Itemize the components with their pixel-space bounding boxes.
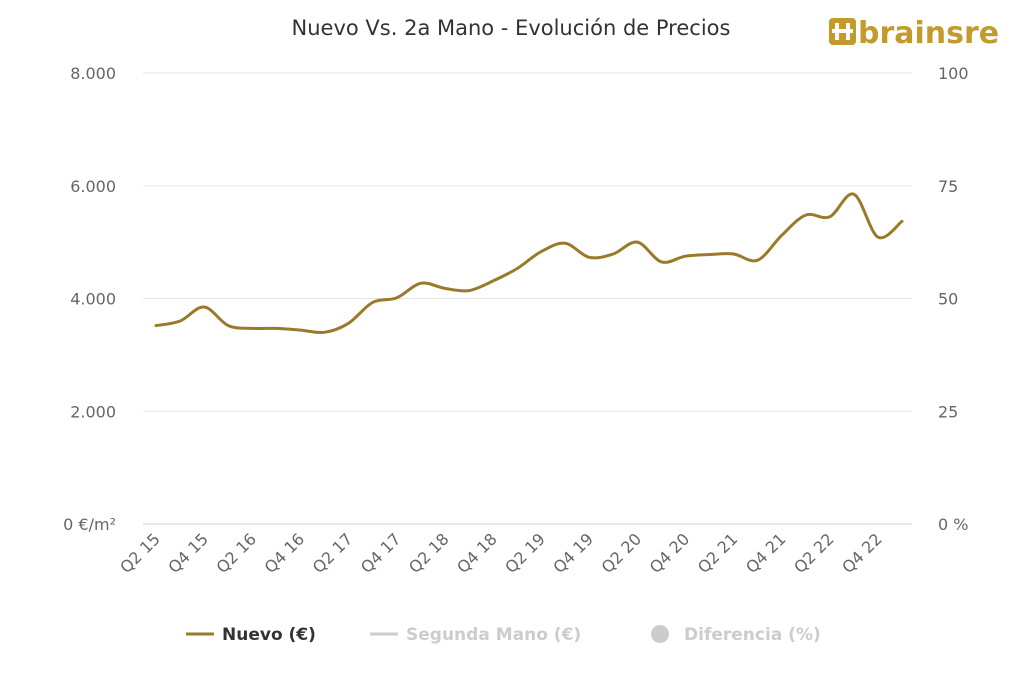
- data-point[interactable]: [824, 211, 836, 223]
- data-point[interactable]: [559, 237, 571, 249]
- data-point[interactable]: [776, 229, 788, 241]
- y-right-tick-label: 0 %: [938, 515, 968, 534]
- data-point[interactable]: [800, 209, 812, 221]
- data-point[interactable]: [752, 254, 764, 266]
- grid-lines: [143, 72, 912, 525]
- data-point[interactable]: [511, 263, 523, 275]
- legend-label: Nuevo (€): [222, 625, 316, 645]
- data-point[interactable]: [391, 292, 403, 304]
- data-point[interactable]: [583, 251, 595, 263]
- data-point[interactable]: [535, 246, 547, 258]
- legend-label: Segunda Mano (€): [406, 625, 581, 645]
- x-tick-label: Q2 21: [694, 529, 742, 577]
- x-tick-label: Q2 16: [213, 529, 261, 577]
- legend: Nuevo (€) Segunda Mano (€) Diferencia (%): [186, 625, 821, 645]
- y-right-tick-label: 100: [938, 64, 969, 83]
- y-axis-left: 0 €/m² 2.000 4.000 6.000 8.000: [63, 64, 116, 534]
- data-point[interactable]: [415, 277, 427, 289]
- data-point[interactable]: [848, 188, 860, 200]
- x-tick-label: Q4 22: [838, 529, 886, 577]
- data-point[interactable]: [246, 322, 258, 334]
- y-axis-right: 0 % 25 50 75 100: [938, 64, 969, 534]
- y-left-tick-label: 4.000: [70, 290, 116, 309]
- data-point[interactable]: [679, 250, 691, 262]
- y-left-tick-label: 2.000: [70, 402, 116, 421]
- data-point[interactable]: [655, 256, 667, 268]
- data-point[interactable]: [487, 275, 499, 287]
- legend-item-diferencia[interactable]: Diferencia (%): [651, 625, 821, 645]
- data-point[interactable]: [343, 317, 355, 329]
- x-tick-label: Q4 15: [164, 529, 212, 577]
- x-axis: Q2 15 Q4 15 Q2 16 Q4 16 Q2 17 Q4 17 Q2 18 Q4 18…: [116, 529, 885, 577]
- data-point[interactable]: [439, 282, 451, 294]
- data-point[interactable]: [631, 236, 643, 248]
- brand-logo: brainsre: [829, 16, 999, 51]
- x-tick-label: Q4 17: [357, 529, 405, 577]
- y-left-tick-label: 6.000: [70, 177, 116, 196]
- x-tick-label: Q4 20: [646, 529, 694, 577]
- x-tick-label: Q4 21: [742, 529, 790, 577]
- x-tick-label: Q4 16: [261, 529, 309, 577]
- x-tick-label: Q2 17: [309, 529, 357, 577]
- data-point[interactable]: [150, 320, 162, 332]
- data-point[interactable]: [198, 301, 210, 313]
- data-point[interactable]: [270, 322, 282, 334]
- data-point[interactable]: [318, 326, 330, 338]
- x-tick-label: Q2 22: [790, 529, 838, 577]
- x-tick-label: Q2 19: [501, 529, 549, 577]
- x-tick-label: Q4 19: [549, 529, 597, 577]
- data-point[interactable]: [222, 320, 234, 332]
- legend-dot-icon: [651, 625, 669, 643]
- y-left-tick-label: 8.000: [70, 64, 116, 83]
- x-tick-label: Q2 20: [598, 529, 646, 577]
- y-left-tick-label: 0 €/m²: [63, 515, 116, 534]
- data-point[interactable]: [294, 324, 306, 336]
- y-right-tick-label: 75: [938, 177, 958, 196]
- legend-item-segunda-mano[interactable]: Segunda Mano (€): [370, 625, 581, 645]
- data-point[interactable]: [174, 315, 186, 327]
- data-point[interactable]: [872, 231, 884, 243]
- data-point[interactable]: [728, 248, 740, 260]
- chart-title: Nuevo Vs. 2a Mano - Evolución de Precios: [292, 16, 731, 40]
- x-tick-label: Q2 15: [116, 529, 164, 577]
- x-tick-label: Q4 18: [453, 529, 501, 577]
- data-point[interactable]: [896, 215, 908, 227]
- series-layer: [150, 188, 908, 338]
- y-right-tick-label: 50: [938, 290, 958, 309]
- data-point[interactable]: [607, 248, 619, 260]
- data-point[interactable]: [703, 249, 715, 261]
- legend-label: Diferencia (%): [684, 625, 821, 645]
- data-point[interactable]: [463, 285, 475, 297]
- data-point[interactable]: [367, 296, 379, 308]
- logo-text: brainsre: [858, 16, 999, 51]
- series-line-nuevo[interactable]: [154, 192, 904, 335]
- y-right-tick-label: 25: [938, 402, 958, 421]
- legend-item-nuevo[interactable]: Nuevo (€): [186, 625, 316, 645]
- x-tick-label: Q2 18: [405, 529, 453, 577]
